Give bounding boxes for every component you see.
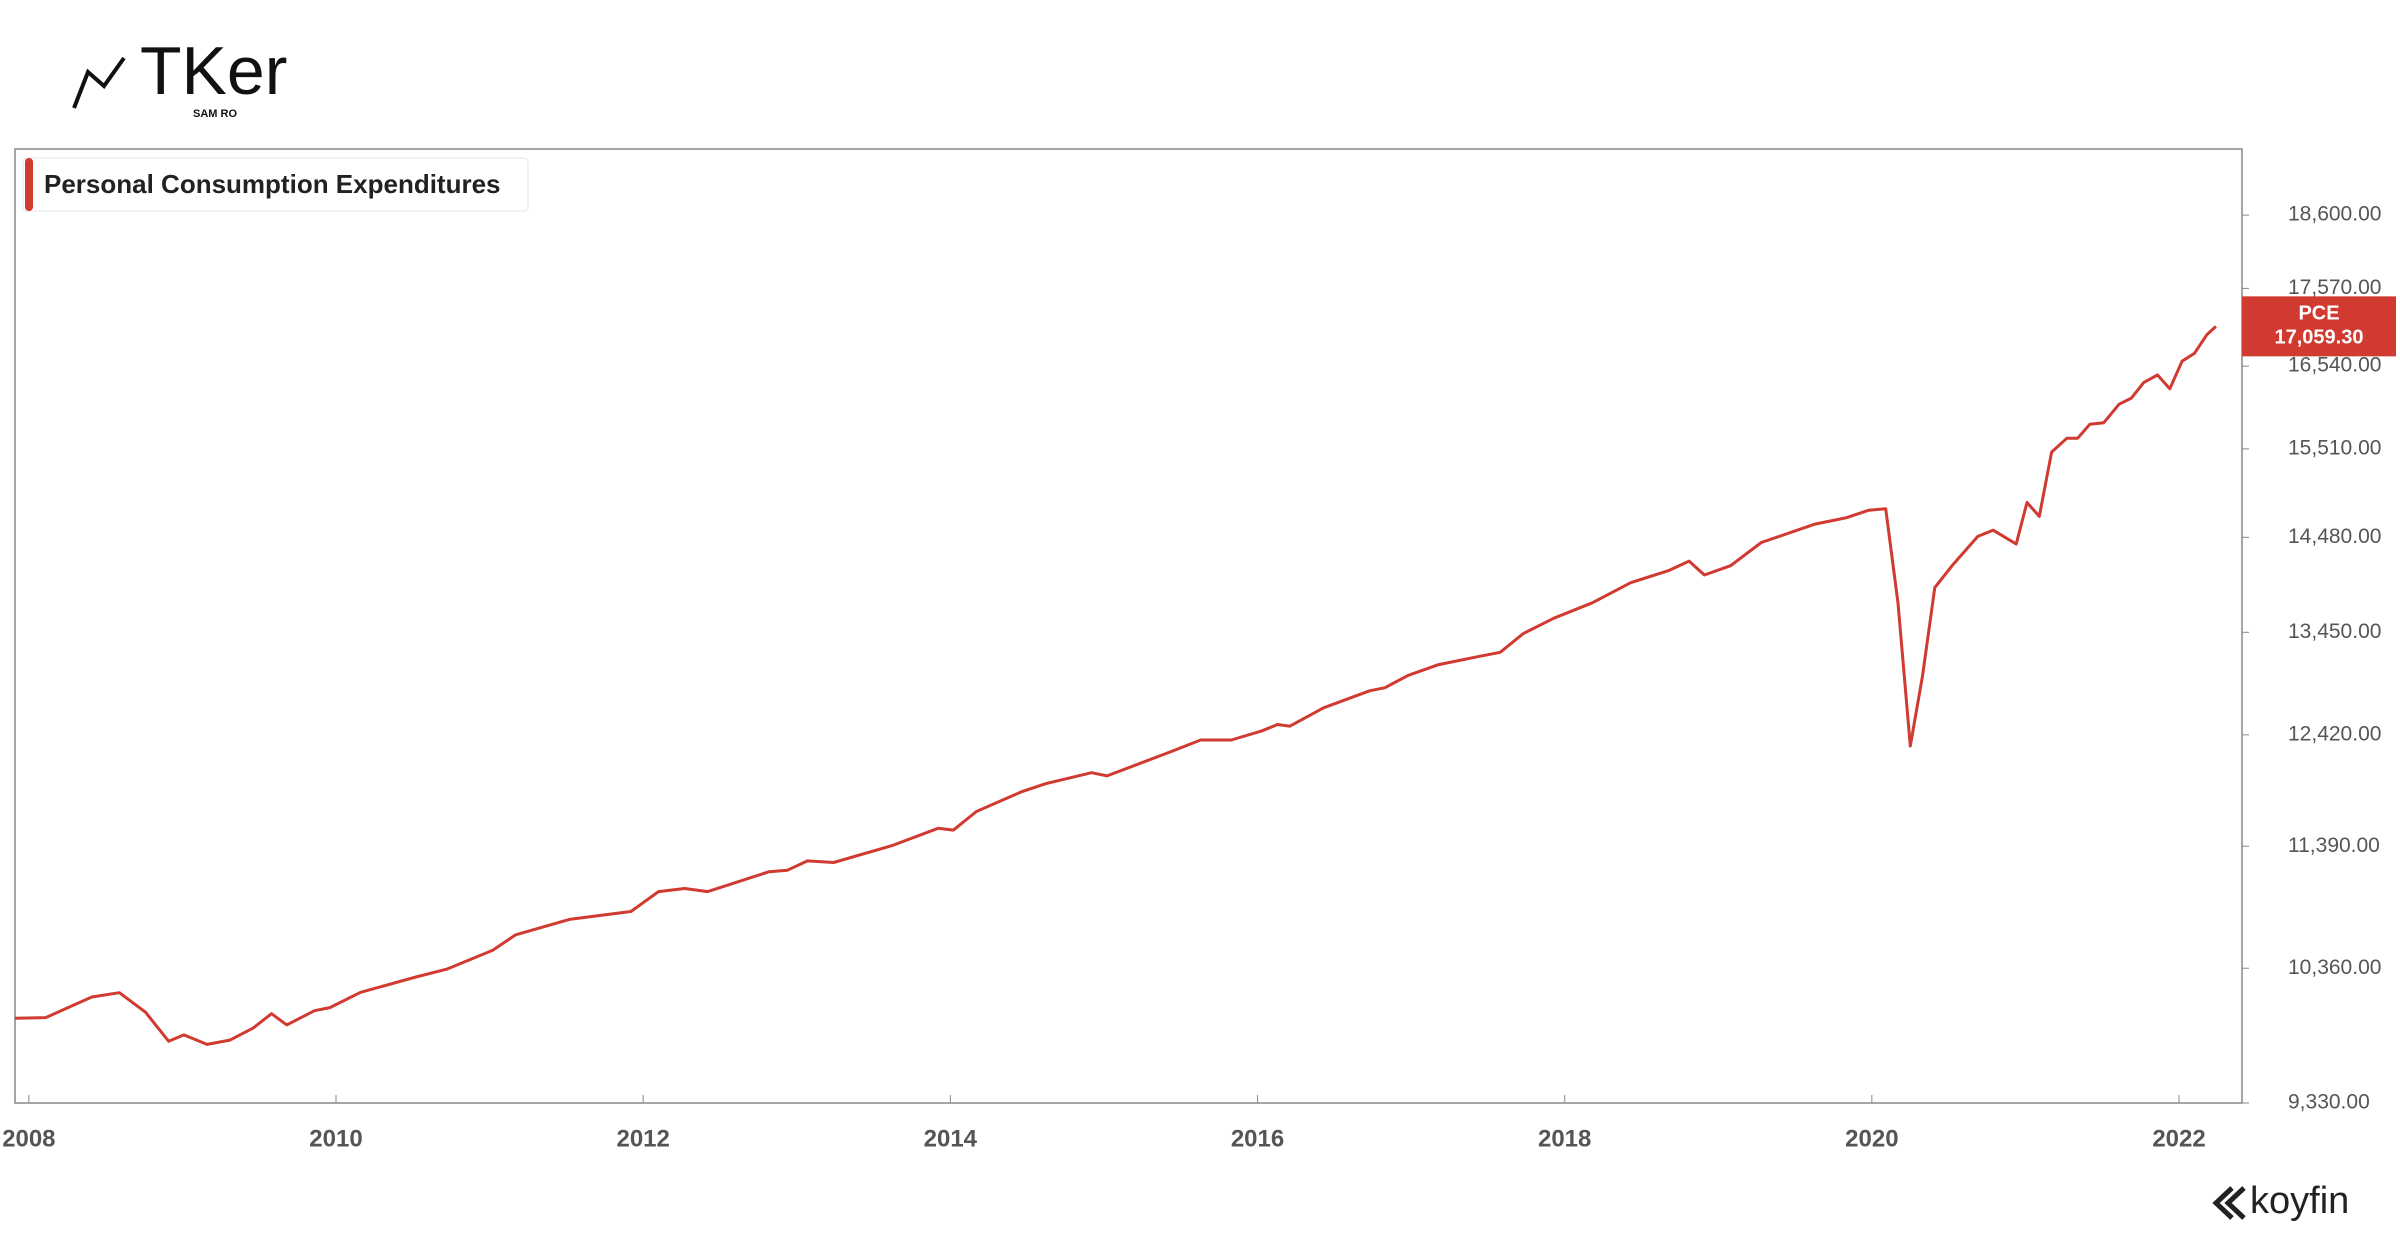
y-tick-label: 11,390.00 (2288, 834, 2380, 857)
x-tick-label: 2008 (2, 1125, 55, 1152)
x-tick-label: 2014 (924, 1125, 978, 1152)
x-tick-label: 2016 (1231, 1125, 1284, 1152)
x-tick-label: 2022 (2152, 1125, 2205, 1152)
legend-label: Personal Consumption Expenditures (44, 169, 501, 199)
footer-brand: koyfin (2250, 1180, 2349, 1222)
y-tick-label: 10,360.00 (2288, 956, 2381, 979)
legend-swatch (25, 158, 33, 211)
x-axis (28, 1095, 2180, 1103)
y-tick-label: 9,330.00 (2288, 1091, 2370, 1114)
y-tick-label: 18,600.00 (2288, 203, 2381, 226)
x-tick-label: 2010 (309, 1125, 362, 1152)
last-value-badge (2242, 296, 2396, 357)
plot-frame (14, 148, 2243, 1104)
x-labels: 2008 2010 2012 2014 2016 2018 2020 2022 (2, 1125, 2206, 1152)
y-tick-label: 14,480.00 (2288, 525, 2381, 548)
y-tick-label: 15,510.00 (2288, 436, 2381, 459)
badge-value: 17,059.30 (2275, 327, 2364, 349)
logo-name: TKer (140, 33, 287, 109)
y-tick-label: 17,570.00 (2288, 276, 2381, 299)
x-tick-label: 2018 (1538, 1125, 1591, 1152)
x-tick-label: 2012 (616, 1125, 669, 1152)
logo-author: SAM RO (193, 108, 237, 120)
koyfin-icon (2212, 1186, 2246, 1220)
y-tick-label: 16,540.00 (2288, 354, 2381, 377)
series (15, 325, 2217, 1046)
logo-icon (72, 56, 126, 109)
x-tick-label: 2020 (1845, 1125, 1898, 1152)
line (15, 325, 2217, 1046)
y-tick-label: 13,450.00 (2288, 620, 2381, 643)
y-tick-label: 12,420.00 (2288, 722, 2381, 745)
badge-name: PCE (2298, 303, 2339, 325)
legend-box (22, 157, 529, 212)
